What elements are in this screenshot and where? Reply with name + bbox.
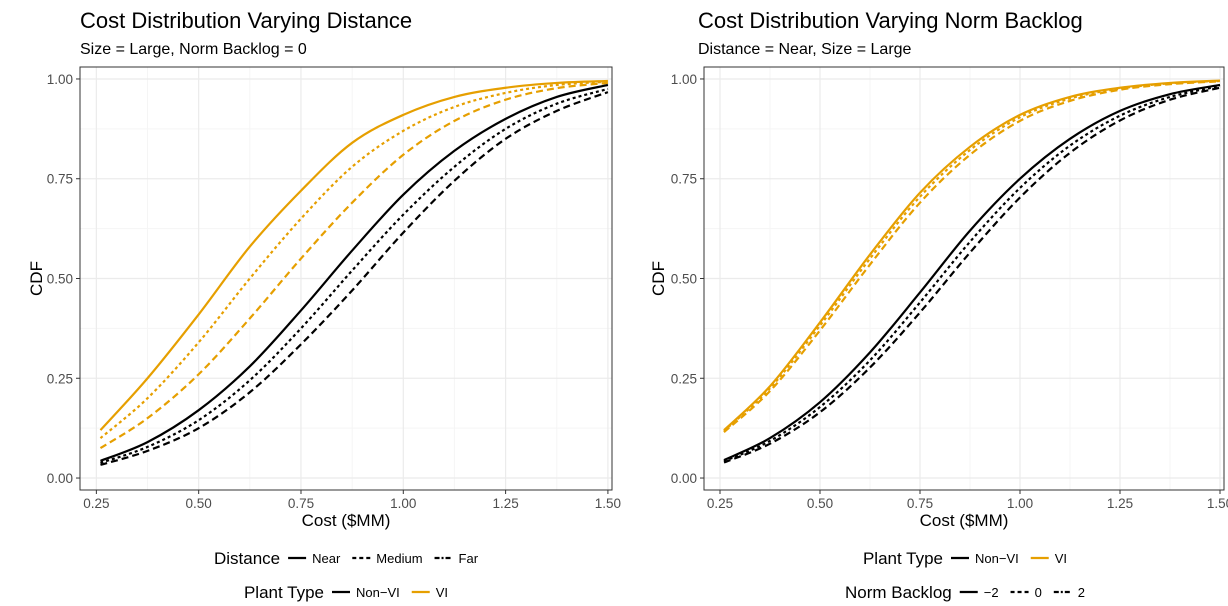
series-line-2	[99, 80, 608, 439]
series-line-2	[723, 79, 1221, 432]
series-line-4	[100, 83, 609, 462]
y-tick-label: 0.25	[47, 371, 73, 386]
legend-label: Near	[312, 551, 341, 566]
chart-title: Cost Distribution Varying Norm Backlog	[698, 8, 1083, 33]
series-group	[99, 79, 609, 466]
legend-label: VI	[436, 585, 448, 600]
x-tick-label: 1.50	[1207, 496, 1228, 511]
y-axis-label: CDF	[649, 261, 668, 296]
legend-label: 0	[1035, 585, 1042, 600]
y-tick-label: 0.00	[47, 471, 73, 486]
x-tick-label: 0.50	[186, 496, 212, 511]
y-tick-label: 0.25	[671, 371, 697, 386]
legend-title: Norm Backlog	[845, 583, 952, 602]
y-axis-label: CDF	[27, 261, 46, 296]
legend-1: Distance Near Medium Far	[214, 549, 479, 568]
chart-subtitle: Distance = Near, Size = Large	[698, 41, 912, 58]
legend-label: VI	[1055, 551, 1067, 566]
x-tick-label: 1.50	[595, 496, 621, 511]
legend-title: Plant Type	[244, 583, 324, 602]
legend-2: Norm Backlog −2 0 2	[845, 583, 1085, 602]
chart-panel-2: Cost Distribution Varying Norm Backlog Di…	[649, 8, 1228, 602]
series-line-3	[99, 81, 609, 450]
series-line-3	[723, 80, 1221, 433]
legend-label: 2	[1078, 585, 1085, 600]
series-line-6	[723, 86, 1221, 464]
legend-label: −2	[984, 585, 999, 600]
series-group	[723, 79, 1221, 464]
y-tick-label: 1.00	[47, 72, 73, 87]
legend-label: Far	[459, 551, 479, 566]
x-tick-label: 0.50	[807, 496, 833, 511]
y-tick-label: 0.00	[671, 471, 697, 486]
grid	[704, 67, 1224, 490]
legend-label: Non−VI	[356, 585, 400, 600]
y-tick-label: 0.75	[47, 172, 73, 187]
x-tick-label: 0.75	[288, 496, 314, 511]
chart-subtitle: Size = Large, Norm Backlog = 0	[80, 41, 307, 58]
x-tick-label: 0.25	[707, 496, 733, 511]
y-tick-label: 0.75	[671, 172, 697, 187]
chart-title: Cost Distribution Varying Distance	[80, 8, 412, 33]
legend-title: Plant Type	[863, 549, 943, 568]
x-tick-label: 1.00	[1007, 496, 1033, 511]
series-line-4	[723, 83, 1221, 462]
legend-2: Plant Type Non−VI VI	[244, 583, 448, 602]
chart-panel-1: Cost Distribution Varying Distance Size =…	[27, 8, 621, 602]
y-tick-label: 0.50	[671, 272, 697, 287]
axes: 0.25 0.50 0.75 1.00 1.25 1.50 0.00 0.25 0.50 0.75…	[27, 72, 621, 530]
series-line-1	[99, 79, 608, 431]
series-line-6	[100, 91, 609, 466]
y-tick-label: 0.50	[47, 272, 73, 287]
legend-title: Distance	[214, 549, 280, 568]
legend-label: Medium	[376, 551, 422, 566]
y-tick-label: 1.00	[671, 72, 697, 87]
x-tick-label: 1.25	[492, 496, 518, 511]
x-tick-label: 0.75	[907, 496, 933, 511]
series-line-5	[100, 87, 609, 464]
legend-1: Plant Type Non−VI VI	[863, 549, 1067, 568]
axes: 0.25 0.50 0.75 1.00 1.25 1.50 0.00 0.25 0.50 0.75…	[649, 72, 1228, 530]
x-tick-label: 1.25	[1107, 496, 1133, 511]
series-line-5	[723, 85, 1221, 463]
x-tick-label: 0.25	[83, 496, 109, 511]
x-axis-label: Cost ($MM)	[920, 511, 1009, 530]
x-axis-label: Cost ($MM)	[302, 511, 391, 530]
x-tick-label: 1.00	[390, 496, 416, 511]
legend-label: Non−VI	[975, 551, 1019, 566]
